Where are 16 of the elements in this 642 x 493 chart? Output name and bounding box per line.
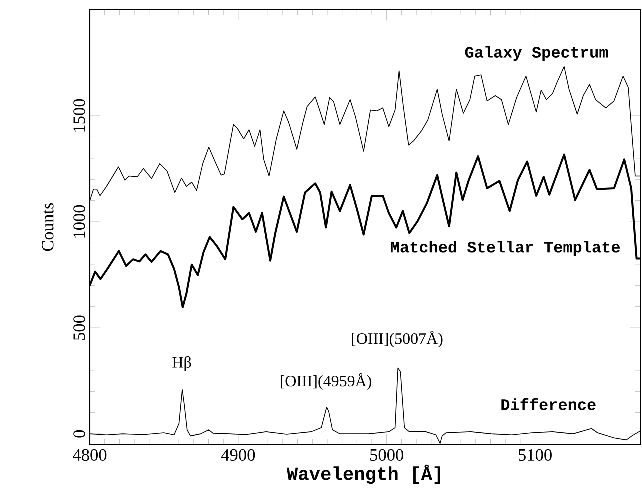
x-axis-title: Wavelength [Å] bbox=[286, 465, 440, 484]
x-tick-label: 4900 bbox=[221, 450, 256, 462]
series-label: Galaxy Spectrum bbox=[465, 46, 608, 62]
series-label: Difference bbox=[502, 398, 596, 411]
y-tick-label: 500 bbox=[74, 316, 86, 340]
annotation: Hβ bbox=[172, 356, 192, 372]
x-tick-label: 5000 bbox=[370, 450, 404, 462]
y-axis-title: Counts bbox=[42, 204, 54, 252]
x-tick-label: 4800 bbox=[73, 450, 107, 462]
annotation: [OIII](5007Å) bbox=[352, 331, 443, 348]
x-tick-label: 5100 bbox=[518, 450, 552, 462]
annotation: [OIII](4959Å) bbox=[280, 374, 372, 390]
series-label: Matched Stellar Template bbox=[391, 241, 620, 256]
y-tick-label: 1000 bbox=[74, 206, 86, 238]
y-tick-label: 1500 bbox=[74, 100, 86, 132]
y-tick-label: 0 bbox=[74, 430, 86, 438]
